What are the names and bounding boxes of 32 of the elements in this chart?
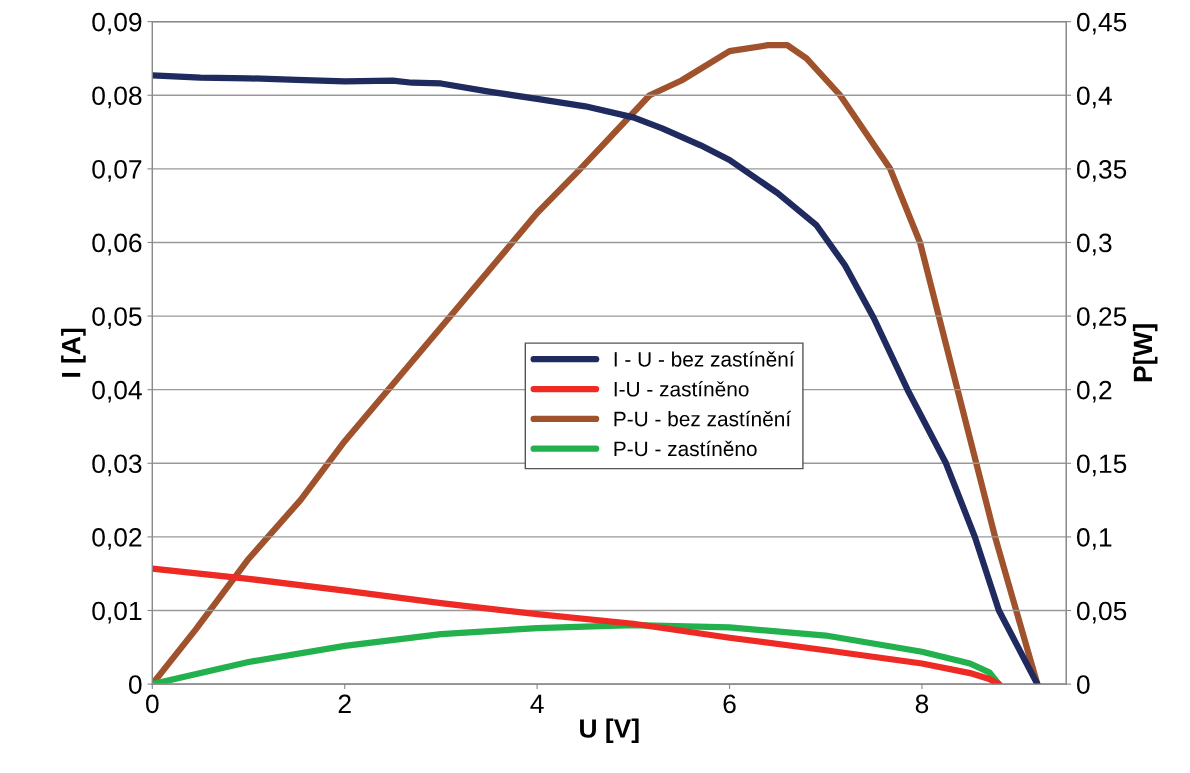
y-tick-label: 0,06: [92, 233, 142, 256]
y-tick-label: 0,05: [92, 307, 142, 330]
y-axis-title: I [A]: [61, 328, 86, 377]
legend-label: I - U - bez zastínění: [614, 351, 795, 367]
legend-label: I-U - zastíněno: [614, 381, 749, 397]
y2-tick-label: 0: [1076, 675, 1090, 694]
x-tick-label: 4: [530, 694, 544, 713]
y2-tick-label: 0,25: [1076, 307, 1127, 330]
y2-tick-label: 0,15: [1076, 454, 1127, 477]
x-axis-title: U [V]: [580, 718, 639, 744]
y-tick-label: 0,04: [92, 380, 142, 403]
y2-tick-label: 0,35: [1076, 159, 1127, 182]
y-tick-label: 0,01: [92, 601, 142, 624]
y-tick-label: 0,02: [92, 528, 142, 550]
y-tick-label: 0,07: [92, 159, 142, 182]
x-tick-label: 8: [915, 694, 929, 714]
y2-tick-label: 0,05: [1076, 601, 1127, 624]
y2-tick-label: 0,45: [1076, 12, 1127, 35]
y-tick-label: 0: [128, 675, 142, 694]
y-tick-label: 0,08: [92, 86, 142, 109]
y2-tick-label: 0,3: [1076, 233, 1112, 256]
y2-tick-label: 0,1: [1076, 528, 1112, 550]
y2-tick-label: 0,4: [1076, 86, 1112, 109]
x-tick-label: 6: [723, 694, 736, 714]
y2-axis-title: P[W]: [1132, 324, 1158, 382]
x-tick-label: 2: [338, 694, 351, 713]
x-tick-label: 0: [146, 694, 159, 714]
y-tick-label: 0,03: [92, 454, 142, 477]
y2-tick-label: 0,2: [1076, 380, 1112, 403]
y-tick-label: 0,09: [92, 12, 142, 35]
legend-label: P-U - zastíněno: [614, 440, 757, 457]
legend-label: P-U - bez zastínění: [614, 410, 792, 427]
